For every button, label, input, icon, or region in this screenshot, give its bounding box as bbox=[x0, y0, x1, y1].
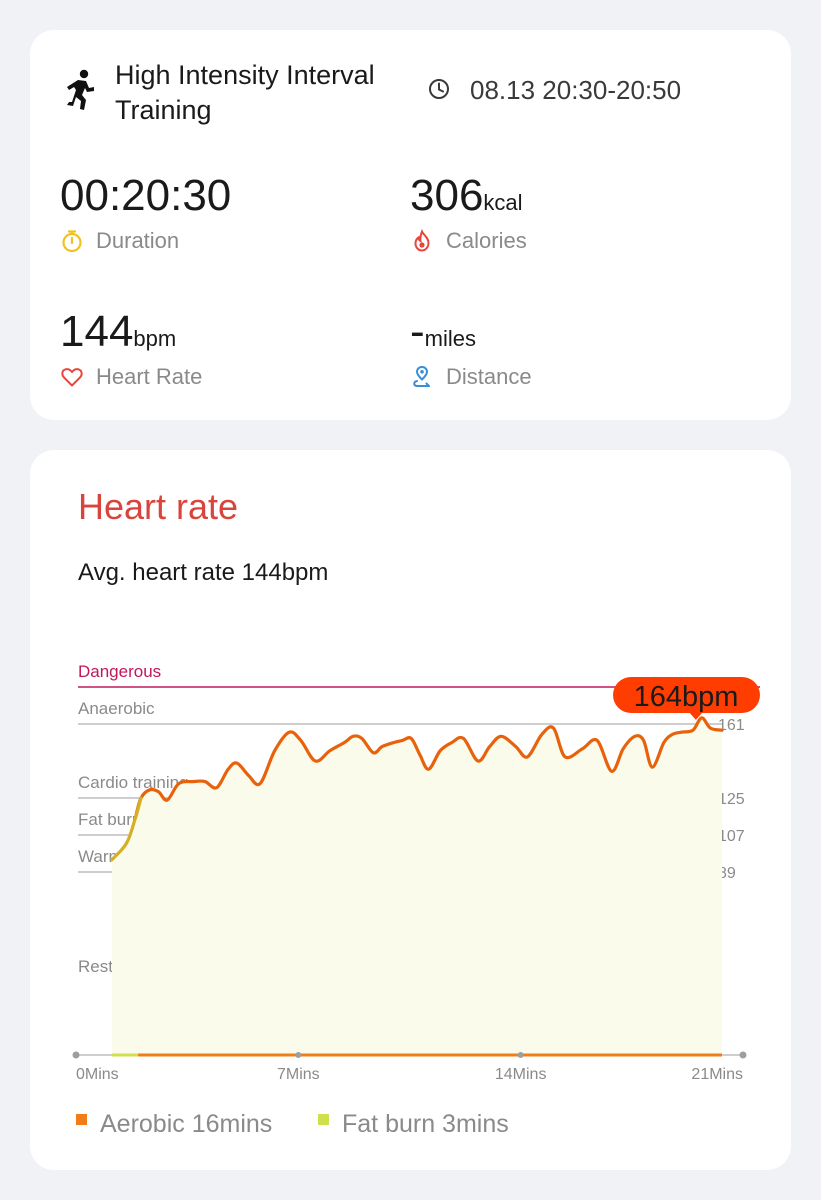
peak-tooltip-bubble bbox=[613, 677, 760, 713]
x-tick-dot-0mins bbox=[73, 1052, 79, 1058]
distance-stat: -miles Distance bbox=[410, 307, 532, 390]
x-tick-7mins: 7Mins bbox=[277, 1066, 320, 1083]
heart-rate-area bbox=[112, 717, 722, 1055]
zone-label-anaerobic: Anaerobic bbox=[78, 699, 155, 718]
zone-label-dangerous: Dangerous bbox=[78, 662, 161, 681]
workout-time-range: 08.13 20:30-20:50 bbox=[470, 75, 682, 105]
duration-label: Duration bbox=[60, 228, 179, 254]
x-tick-14mins: 14Mins bbox=[495, 1066, 547, 1083]
heart-icon bbox=[61, 368, 83, 387]
y-tick-89: 89 bbox=[718, 865, 736, 882]
location-pin-icon bbox=[413, 365, 430, 387]
legend-item-aerobic: Aerobic 16mins bbox=[76, 1108, 272, 1140]
distance-value: -miles bbox=[410, 307, 476, 356]
heart-rate-stat: 144bpm Heart Rate bbox=[60, 307, 202, 390]
workout-title: High Intensity Interval Training bbox=[115, 60, 375, 125]
heart-rate-card: Heart rate Avg. heart rate 144bpm Danger… bbox=[30, 450, 791, 1170]
distance-label: Distance bbox=[410, 364, 532, 390]
heart-rate-line-aerobic bbox=[133, 716, 724, 821]
calories-value: 306kcal bbox=[410, 171, 523, 220]
flame-icon bbox=[414, 229, 430, 252]
peak-tooltip-pointer bbox=[688, 712, 703, 720]
x-tick-21mins: 21Mins bbox=[691, 1066, 743, 1083]
legend-label-fat-burn: Fat burn 3mins bbox=[342, 1110, 509, 1138]
x-tick-dot-14mins bbox=[517, 1052, 524, 1058]
clock-icon bbox=[429, 79, 449, 99]
heart-rate-label: Heart Rate bbox=[60, 364, 202, 390]
heart-rate-value: 144bpm bbox=[60, 307, 177, 356]
stopwatch-icon bbox=[62, 230, 82, 253]
x-tick-dot-21mins bbox=[740, 1052, 746, 1058]
heart-rate-title: Heart rate bbox=[78, 486, 239, 527]
zone-label-cardio-training: Cardio training bbox=[78, 773, 189, 792]
calories-stat: 306kcal Calories bbox=[410, 171, 527, 254]
y-tick-161: 161 bbox=[718, 717, 745, 734]
peak-tooltip-label: 164bpm bbox=[634, 681, 739, 713]
duration-stat: 00:20:30 Duration bbox=[60, 171, 232, 254]
calories-label: Calories bbox=[410, 228, 527, 254]
legend-item-fat-burn: Fat burn 3mins bbox=[318, 1108, 509, 1140]
legend-label-aerobic: Aerobic 16mins bbox=[100, 1110, 273, 1138]
running-person-icon bbox=[67, 69, 94, 110]
average-heart-rate: Avg. heart rate 144bpm bbox=[78, 559, 329, 586]
y-tick-107: 107 bbox=[718, 828, 745, 845]
x-tick-dot-7mins bbox=[295, 1052, 302, 1058]
workout-summary-card: High Intensity Interval Training 08.13 2… bbox=[30, 30, 791, 420]
legend-swatch-aerobic bbox=[76, 1114, 87, 1125]
y-tick-125: 125 bbox=[718, 791, 745, 808]
legend-swatch-fat-burn bbox=[318, 1114, 329, 1125]
x-tick-0mins: 0Mins bbox=[76, 1066, 119, 1083]
heart-rate-line-warmup bbox=[110, 796, 143, 862]
duration-value: 00:20:30 bbox=[60, 171, 232, 220]
